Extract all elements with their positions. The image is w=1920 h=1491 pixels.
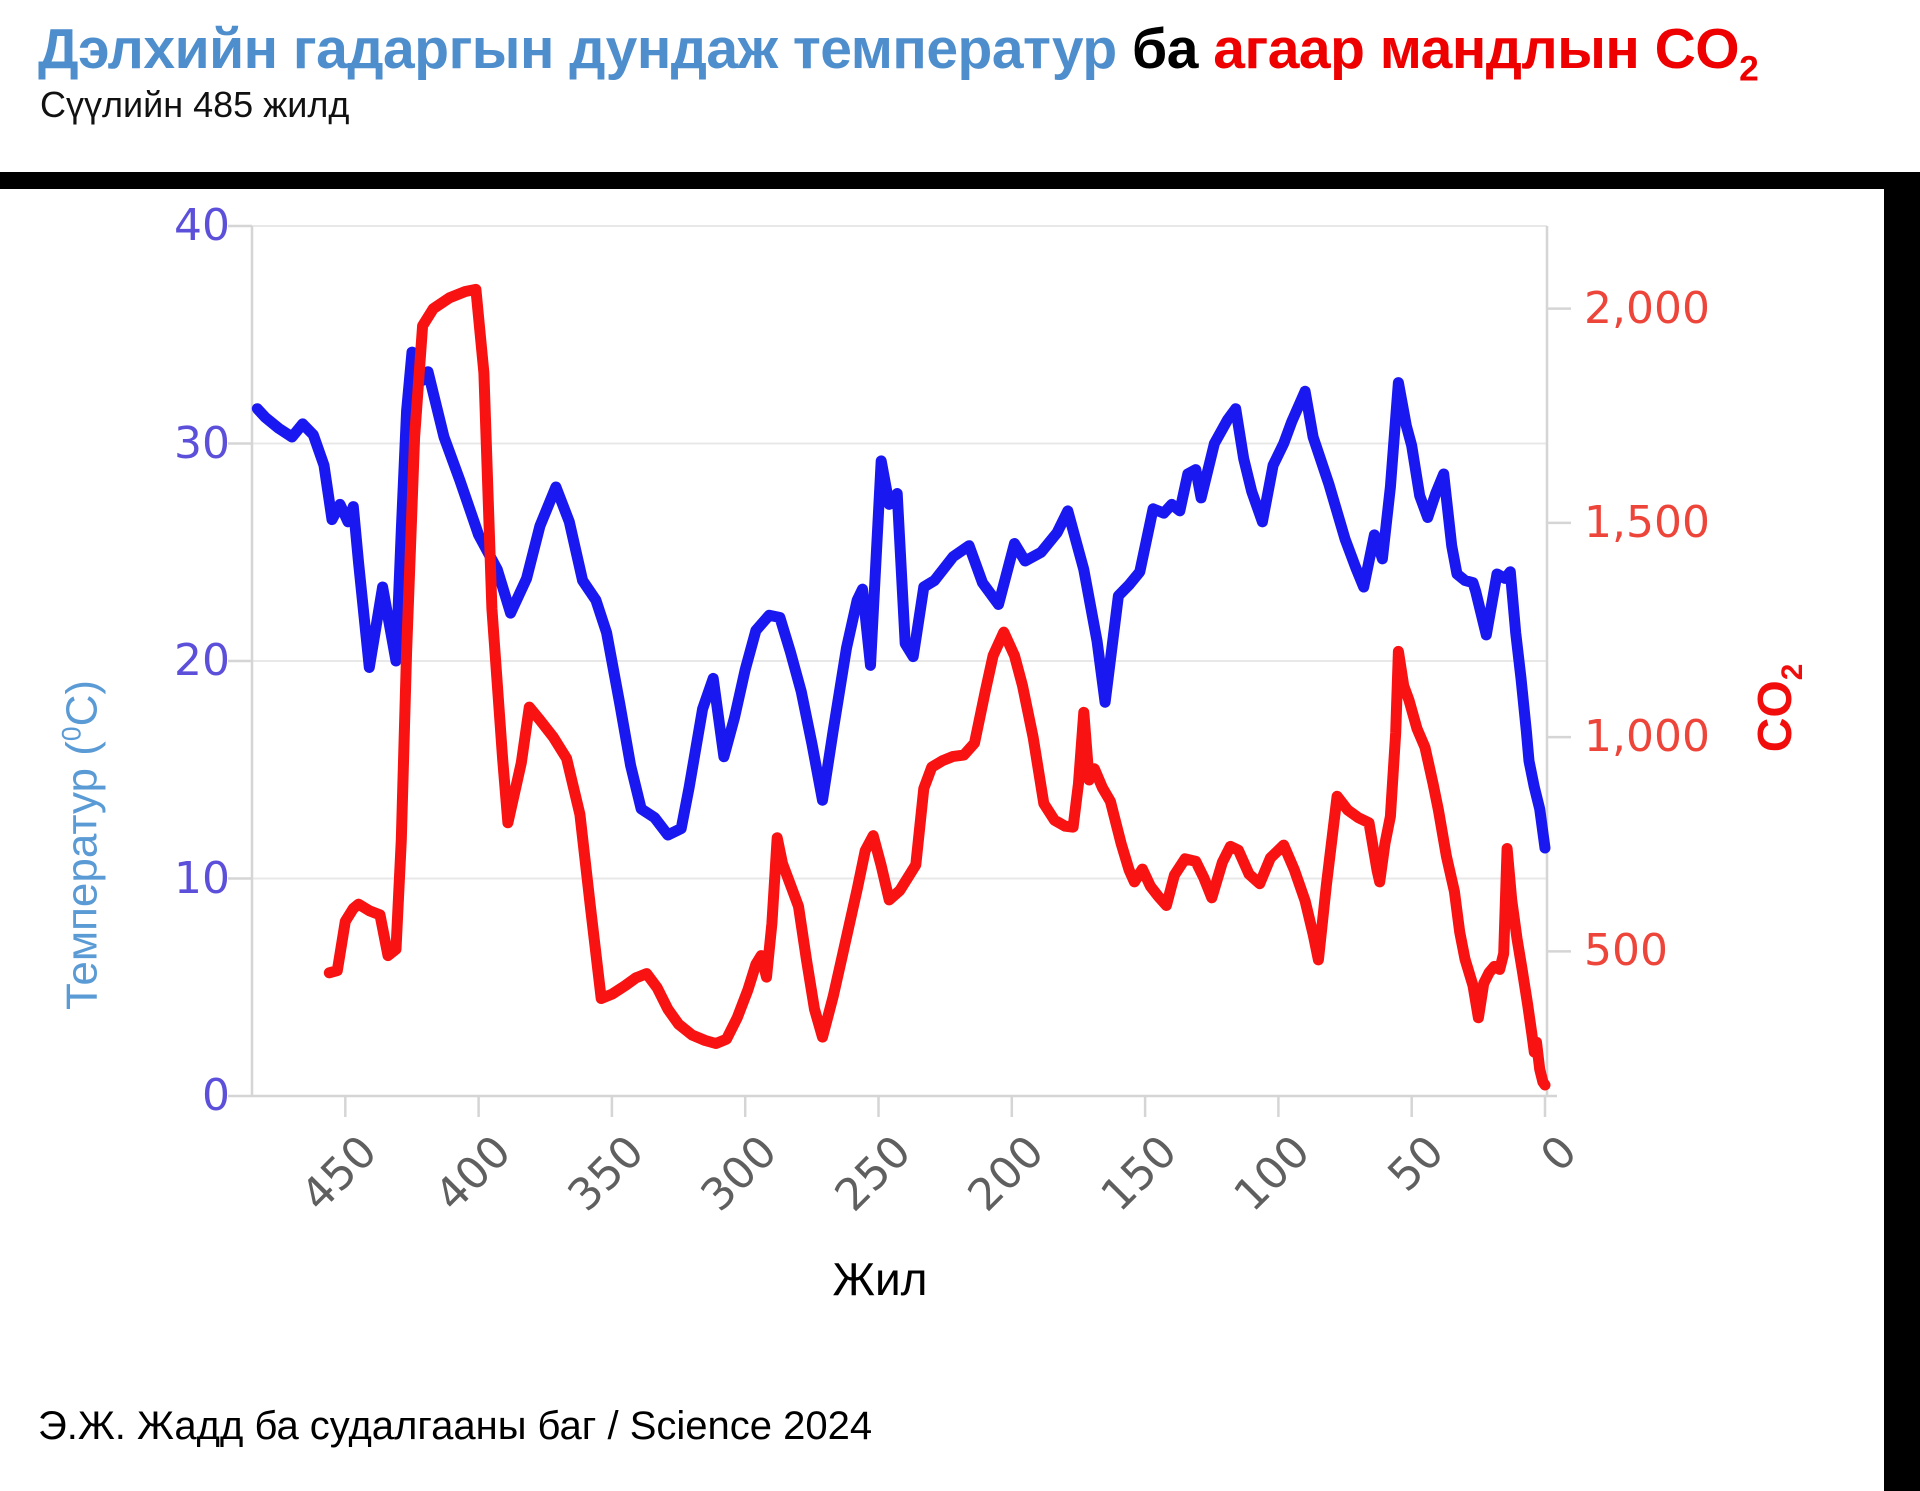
y-right-tick-label: 1,000 [1584,711,1710,763]
y-left-axis-title-superscript: 0 [56,726,87,742]
y-left-tick-label: 10 [174,852,230,904]
y-right-tick-label: 500 [1584,925,1668,977]
title-temperature-part: Дэлхийн гадаргын дундаж температур [38,17,1117,81]
y-right-tick-label: 2,000 [1584,282,1710,334]
title-connector: ба [1116,17,1214,81]
title-co2-part: агаар мандлын CO2 [1213,17,1759,89]
co2-line [323,283,1551,1091]
y-left-tick-label: 30 [174,417,230,469]
title-co2-subscript: 2 [1739,49,1759,89]
frame-top-bar [0,172,1920,189]
temperature-line [251,346,1551,854]
y-left-tick-label: 40 [174,200,230,251]
attribution: Э.Ж. Жадд ба судалгааны баг / Science 20… [38,1404,873,1448]
frame-right-bar [1884,172,1920,1491]
page-title: Дэлхийн гадаргын дундаж температур ба аг… [38,16,1759,89]
y-right-axis-title-subscript: 2 [1775,663,1809,681]
y-left-axis-title: Температур (0C) [56,679,107,1011]
y-left-tick-label: 20 [174,635,230,686]
x-axis-title: Жил [832,1253,928,1305]
y-right-tick-label: 1,500 [1584,496,1710,548]
y-right-axis-title: CO2 [1749,663,1809,753]
page-subtitle: Сүүлийн 485 жилд [40,84,350,125]
y-left-tick-label: 0 [202,1070,230,1121]
